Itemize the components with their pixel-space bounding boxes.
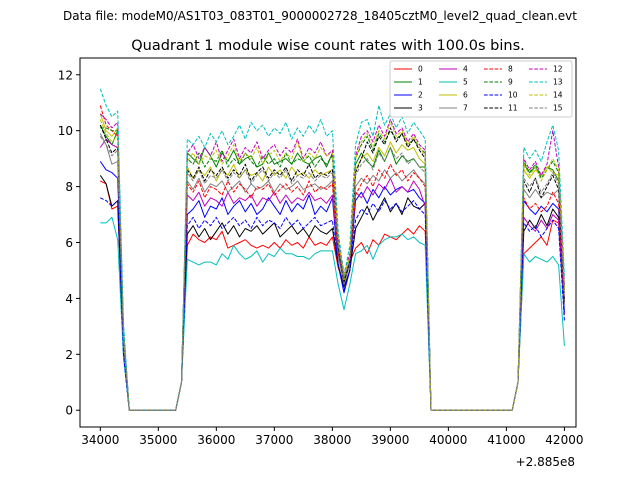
legend-label-11: 11 (508, 104, 518, 113)
legend-label-12: 12 (553, 65, 563, 74)
x-tick-label: 35000 (139, 433, 177, 447)
x-tick-label: 39000 (371, 433, 409, 447)
legend-label-4: 4 (463, 65, 468, 74)
y-tick-label: 4 (65, 292, 73, 306)
y-tick-label: 10 (58, 124, 73, 138)
data-file-label: Data file: modeM0/AS1T03_083T01_90000027… (63, 9, 577, 23)
legend-label-8: 8 (508, 65, 513, 74)
series-line-15 (99, 136, 565, 411)
y-axis: 0 2 4 6 8 10 12 (58, 68, 80, 418)
x-tick-label: 37000 (255, 433, 293, 447)
y-tick-label: 8 (65, 180, 73, 194)
x-axis: 34000 35000 36000 37000 38000 39000 40000 41000… (81, 427, 583, 447)
legend-label-10: 10 (508, 91, 518, 100)
legend-label-13: 13 (553, 78, 563, 87)
x-tick-label: 36000 (197, 433, 235, 447)
legend-label-15: 15 (553, 104, 563, 113)
legend-label-14: 14 (553, 91, 563, 100)
legend-box (389, 60, 573, 118)
y-tick-label: 0 (65, 404, 73, 418)
legend-label-7: 7 (463, 104, 468, 113)
legend-label-2: 2 (418, 91, 423, 100)
legend-label-0: 0 (418, 65, 423, 74)
legend-label-3: 3 (418, 104, 423, 113)
y-tick-label: 12 (58, 68, 73, 82)
chart-title: Quadrant 1 module wise count rates with … (131, 38, 525, 54)
x-offset-label: +2.885e8 (516, 455, 575, 469)
legend-label-5: 5 (463, 78, 468, 87)
legend-label-9: 9 (508, 78, 513, 87)
series-layer (99, 88, 565, 411)
x-tick-label: 38000 (313, 433, 351, 447)
y-tick-label: 6 (65, 236, 73, 250)
x-tick-label: 41000 (487, 433, 525, 447)
x-tick-label: 34000 (81, 433, 119, 447)
legend-label-1: 1 (418, 78, 423, 87)
y-tick-label: 2 (65, 348, 73, 362)
x-tick-label: 42000 (545, 433, 583, 447)
legend-label-6: 6 (463, 91, 468, 100)
x-tick-label: 40000 (429, 433, 467, 447)
